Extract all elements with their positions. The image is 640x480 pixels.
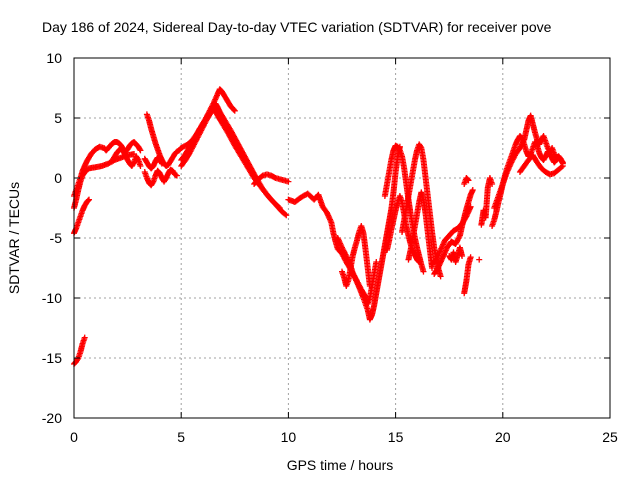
series-arc24: [461, 175, 472, 187]
data-point: [558, 163, 565, 170]
data-point: [373, 259, 380, 265]
data-point: [276, 205, 283, 211]
series-arc19: [405, 189, 436, 271]
data-point: [415, 258, 422, 265]
data-point: [420, 268, 427, 275]
data-point: [489, 181, 496, 187]
data-point: [476, 256, 483, 263]
y-tick-label: 10: [46, 50, 62, 66]
series-arc8: [141, 154, 165, 172]
x-tick-label: 25: [602, 429, 618, 445]
x-tick-label: 15: [388, 429, 404, 445]
series-arc5: [109, 145, 144, 169]
x-tick-label: 20: [495, 429, 511, 445]
data-point: [173, 172, 180, 179]
x-tick-label: 0: [70, 429, 78, 445]
series-arc11: [178, 105, 283, 211]
x-tick-label: 10: [281, 429, 297, 445]
data-point: [437, 273, 444, 280]
series-arc22: [446, 244, 466, 265]
data-point: [231, 107, 238, 114]
series-arc29: [516, 152, 566, 178]
data-point: [366, 283, 373, 289]
series-arc15: [339, 223, 373, 289]
data-point: [416, 259, 423, 265]
data-point: [559, 163, 566, 169]
x-axis-ticks: 0 5 10 15 20 25: [70, 58, 618, 445]
data-point: [149, 179, 156, 186]
series-arc13: [285, 143, 403, 323]
data-point: [137, 147, 144, 154]
x-tick-label: 5: [177, 429, 185, 445]
grid-lines: [74, 58, 610, 418]
data-point: [469, 187, 476, 193]
y-tick-label: 5: [54, 110, 62, 126]
y-tick-label: -20: [42, 410, 62, 426]
data-point: [283, 212, 290, 219]
data-point: [275, 204, 282, 210]
data-point: [465, 177, 472, 184]
data-point: [231, 107, 238, 113]
series-arc1: [71, 334, 88, 367]
data-point: [136, 146, 143, 153]
data-point: [396, 146, 403, 153]
data-point: [467, 254, 474, 261]
series-arc28: [491, 112, 566, 211]
y-tick-label: -5: [50, 230, 63, 246]
series-arc26: [476, 256, 483, 263]
data-point: [559, 158, 566, 165]
series-arc23: [461, 254, 474, 297]
series-arc12: [251, 171, 292, 187]
series-arc6: [143, 111, 185, 169]
y-tick-label: -10: [42, 290, 62, 306]
data-point: [81, 334, 88, 341]
y-tick-label: 0: [54, 170, 62, 186]
y-axis-ticks: -20 -15 -10 -5 0 5 10: [42, 50, 610, 426]
x-axis-label: GPS time / hours: [287, 457, 394, 473]
data-point: [74, 356, 81, 363]
data-point: [86, 196, 93, 203]
series-arc21: [429, 203, 474, 268]
series-arc25: [478, 175, 496, 228]
y-axis-label: SDTVAR / TECUs: [6, 182, 22, 294]
chart-title: Day 186 of 2024, Sidereal Day-to-day VTE…: [42, 19, 552, 35]
series-arc7: [141, 166, 180, 189]
data-point: [158, 159, 165, 166]
data-marks: [71, 86, 566, 367]
data-point: [134, 155, 141, 162]
data-point: [85, 197, 92, 204]
data-point: [282, 211, 289, 218]
data-point: [285, 178, 292, 185]
data-point: [130, 160, 137, 167]
data-point: [137, 163, 144, 169]
series-arc4: [71, 139, 144, 199]
data-point: [467, 203, 474, 210]
series-arc2: [71, 196, 93, 237]
data-point: [158, 160, 165, 167]
y-tick-label: -15: [42, 350, 62, 366]
data-point: [464, 176, 471, 183]
data-point: [417, 143, 424, 150]
data-point: [459, 253, 466, 259]
series-arc18: [399, 141, 444, 280]
